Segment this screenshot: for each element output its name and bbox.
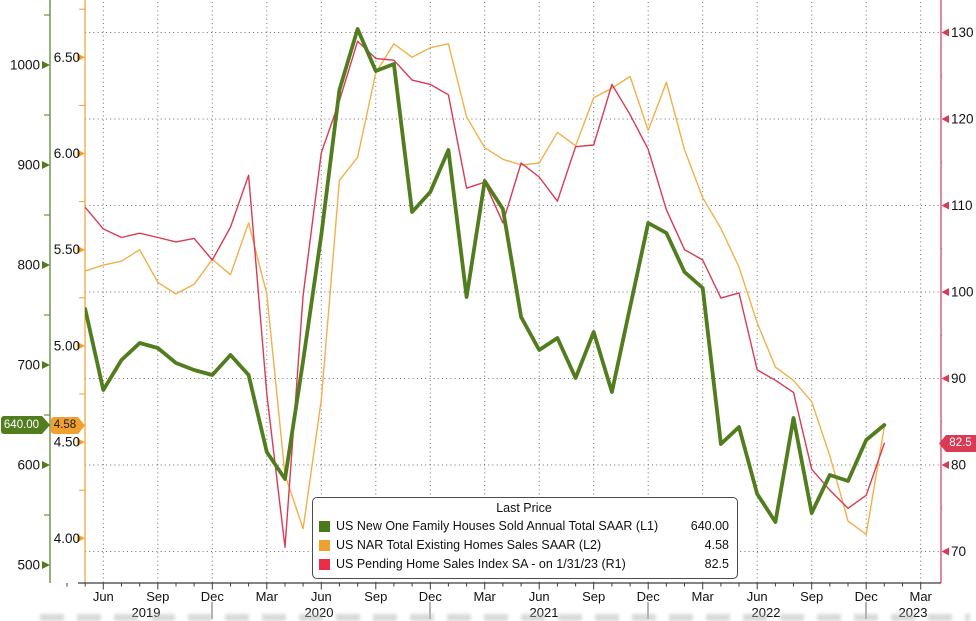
r1-axis-tick-label: 130 xyxy=(951,25,974,40)
l1-axis-tick-arrow xyxy=(42,461,50,469)
r1-axis-tick-label: 70 xyxy=(951,544,966,559)
x-tick-label: Dec xyxy=(419,589,443,604)
series-line-pending-home-sales xyxy=(85,40,885,548)
legend-title: Last Price xyxy=(496,501,552,515)
l1-axis-tick-label: 800 xyxy=(17,258,40,273)
x-tick-label: Jun xyxy=(529,589,550,604)
x-tick-label: Mar xyxy=(692,589,715,604)
l2-axis-tick-label: 5.50 xyxy=(54,242,80,257)
x-tick-label: Mar xyxy=(910,589,933,604)
last-price-badge-new-home-sales: 640.00 xyxy=(1,416,50,434)
l1-axis-tick-label: 500 xyxy=(17,558,40,573)
r1-axis-tick-arrow xyxy=(941,28,949,37)
l2-axis-tick-arrow xyxy=(77,438,85,447)
legend-value: 4.58 xyxy=(704,538,729,552)
legend-box: Last Price US New One Family Houses Sold… xyxy=(312,497,738,579)
legend-swatch-red xyxy=(319,559,330,570)
x-tick-label: Sep xyxy=(364,589,387,604)
l2-axis-tick-arrow xyxy=(77,245,85,254)
x-tick-label: Dec xyxy=(855,589,879,604)
cropped-bottom-text-artifact xyxy=(40,614,970,621)
x-tick-label: Mar xyxy=(256,589,279,604)
legend-label: US New One Family Houses Sold Annual Tot… xyxy=(336,519,659,533)
x-tick-label: Sep xyxy=(146,589,169,604)
legend-swatch-green xyxy=(319,521,330,532)
x-tick-label: Dec xyxy=(637,589,661,604)
last-price-badge-pending-home-sales: 82.5 xyxy=(939,435,976,452)
r1-axis-tick-label: 100 xyxy=(951,285,974,300)
l2-axis-tick-arrow xyxy=(77,149,85,158)
x-tick-label: Dec xyxy=(201,589,225,604)
l1-axis-tick-arrow xyxy=(42,561,50,569)
l1-axis-tick-label: 600 xyxy=(17,458,40,473)
l1-axis-tick-arrow xyxy=(42,261,50,269)
l2-axis-tick-label: 5.00 xyxy=(54,338,80,353)
l1-axis-tick-arrow xyxy=(42,361,50,369)
legend-label: US NAR Total Existing Homes Sales SAAR (… xyxy=(336,538,602,552)
legend-swatch-orange xyxy=(319,540,330,551)
r1-axis-tick-arrow xyxy=(941,201,949,210)
legend-row-pending-home-sales[interactable]: US Pending Home Sales Index SA - on 1/31… xyxy=(319,555,729,574)
l1-axis-tick-arrow xyxy=(42,161,50,169)
r1-axis-tick-label: 110 xyxy=(951,198,973,213)
legend-row-existing-home-sales[interactable]: US NAR Total Existing Homes Sales SAAR (… xyxy=(319,536,729,555)
chart-plot-area[interactable] xyxy=(85,0,941,583)
l2-axis-tick-label: 6.50 xyxy=(54,50,80,65)
l2-axis-tick-arrow xyxy=(77,53,85,62)
r1-axis-tick-label: 120 xyxy=(951,112,974,127)
l2-axis-tick-label: 4.00 xyxy=(54,531,80,546)
x-tick-label: Sep xyxy=(800,589,823,604)
x-tick-label: Jun xyxy=(311,589,332,604)
r1-axis-tick-arrow xyxy=(941,115,949,123)
r1-axis-tick-arrow xyxy=(941,547,949,556)
x-tick-label: Mar xyxy=(474,589,497,604)
r1-axis-tick-arrow xyxy=(941,374,949,383)
legend-row-new-home-sales[interactable]: US New One Family Houses Sold Annual Tot… xyxy=(319,517,729,536)
l1-axis-tick-arrow xyxy=(42,61,50,69)
l1-axis-tick-label: 900 xyxy=(17,158,40,173)
r1-axis-tick-arrow xyxy=(941,461,949,469)
x-tick-label: Jun xyxy=(93,589,114,604)
legend-value: 82.5 xyxy=(704,557,729,571)
legend-value: 640.00 xyxy=(690,519,729,533)
l2-axis-tick-label: 6.00 xyxy=(54,146,80,161)
last-price-badge-existing-home-sales: 4.58 xyxy=(51,417,85,434)
l2-axis-tick-label: 4.50 xyxy=(54,435,80,450)
l1-axis-tick-label: 1000 xyxy=(10,58,40,73)
r1-axis-tick-arrow xyxy=(941,288,949,296)
r1-axis-tick-label: 80 xyxy=(951,458,966,473)
l1-axis-tick-label: 700 xyxy=(17,358,40,373)
l2-axis-tick-arrow xyxy=(77,534,85,543)
x-tick-label: Sep xyxy=(582,589,605,604)
r1-axis-tick-label: 90 xyxy=(951,371,966,386)
l2-axis-tick-arrow xyxy=(77,341,85,350)
series-line-new-home-sales xyxy=(85,27,887,524)
series-line-existing-home-sales xyxy=(85,43,885,536)
x-tick-label: Jun xyxy=(747,589,768,604)
legend-label: US Pending Home Sales Index SA - on 1/31… xyxy=(336,557,626,571)
